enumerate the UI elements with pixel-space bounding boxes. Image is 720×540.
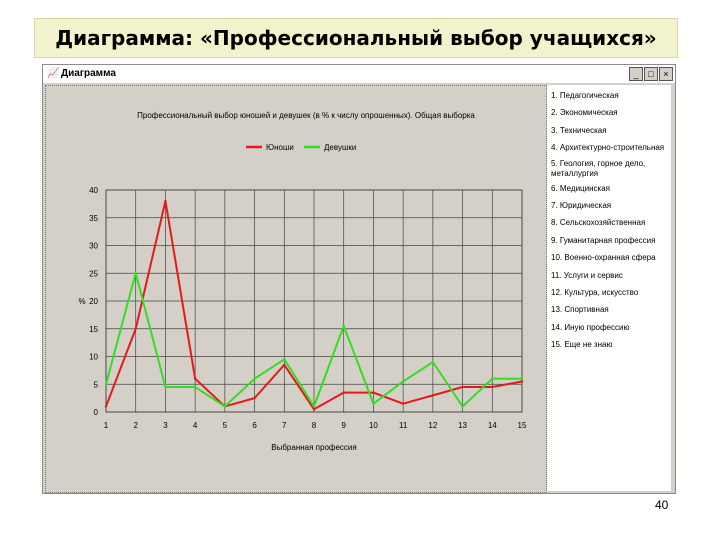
profession-item: 1. Педагогическая bbox=[551, 91, 619, 100]
y-tick-label: 15 bbox=[89, 325, 98, 334]
data-point bbox=[312, 405, 316, 408]
data-point bbox=[431, 360, 435, 364]
chart-window: 📈 Диаграмма _ □ × 0 5 10 15 20 25 30 35 40 1 2 3 4 5 6… bbox=[42, 64, 676, 494]
data-point bbox=[164, 199, 167, 203]
y-tick-label: 25 bbox=[89, 269, 98, 278]
data-point bbox=[312, 408, 316, 411]
data-point bbox=[253, 377, 256, 380]
close-button[interactable]: × bbox=[659, 67, 673, 81]
x-tick-label: 1 bbox=[104, 421, 109, 430]
data-point bbox=[193, 377, 197, 380]
data-point bbox=[372, 391, 375, 394]
x-tick-label: 11 bbox=[399, 421, 408, 430]
profession-item: 4. Архитектурно-строительная bbox=[551, 143, 665, 153]
profession-item: 2. Экономическая bbox=[551, 108, 618, 118]
legend-label: Юноши bbox=[266, 143, 294, 152]
data-point bbox=[431, 394, 435, 397]
profession-item: 7. Юридическая bbox=[551, 201, 612, 211]
profession-item: 12. Культура, искусство bbox=[551, 288, 639, 298]
data-point bbox=[134, 272, 137, 275]
page-number: 40 bbox=[655, 498, 669, 512]
profession-list-panel: 1. Педагогическая 2. Экономическая 3. Те… bbox=[547, 85, 671, 491]
profession-item: 3. Техническая bbox=[551, 125, 607, 135]
x-tick-label: 8 bbox=[312, 421, 317, 430]
data-point bbox=[104, 383, 108, 386]
data-point bbox=[164, 385, 167, 389]
y-tick-label: 30 bbox=[89, 242, 98, 251]
data-point bbox=[283, 358, 286, 361]
maximize-button[interactable]: □ bbox=[644, 67, 658, 81]
window-title: Диаграмма bbox=[61, 68, 116, 79]
x-axis-label: Выбранная профессия bbox=[271, 443, 356, 452]
profession-list: 1. Педагогическая 2. Экономическая 3. Те… bbox=[551, 87, 671, 354]
chart-window-icon: 📈 bbox=[47, 68, 60, 79]
profession-item: 5. Геология, горное дело, металлургия bbox=[551, 158, 646, 178]
y-tick-label: 5 bbox=[94, 380, 99, 389]
chart-title: Профессиональный выбор юношей и девушек … bbox=[137, 111, 475, 120]
x-tick-label: 10 bbox=[369, 421, 378, 430]
data-point bbox=[134, 327, 137, 330]
profession-item: 13. Спортивная bbox=[551, 305, 609, 315]
y-tick-label: 35 bbox=[89, 214, 98, 223]
data-point bbox=[461, 405, 464, 408]
x-tick-label: 7 bbox=[282, 421, 287, 430]
x-tick-label: 4 bbox=[193, 421, 198, 430]
x-tick-label: 6 bbox=[252, 421, 257, 430]
x-tick-label: 3 bbox=[163, 421, 168, 430]
x-tick-label: 2 bbox=[133, 421, 138, 430]
legend-label: Девушки bbox=[324, 143, 356, 152]
data-point bbox=[104, 405, 108, 408]
x-tick-label: 14 bbox=[488, 421, 497, 430]
y-tick-label: 0 bbox=[94, 408, 99, 417]
profession-item: 8. Сельскохозяйственная bbox=[551, 218, 646, 228]
data-point bbox=[461, 385, 464, 389]
data-point bbox=[253, 396, 256, 400]
y-tick-label: 20 bbox=[89, 297, 98, 306]
profession-item: 6. Медицинская bbox=[551, 183, 610, 193]
profession-item: 10. Военно-охранная сфера bbox=[551, 253, 656, 263]
x-tick-label: 15 bbox=[518, 421, 527, 430]
profession-item: 15. Еще не знаю bbox=[551, 340, 613, 350]
chart-area: 0 5 10 15 20 25 30 35 40 1 2 3 4 5 6 7 8 9 10 11 12 13 14 15 Про… bbox=[45, 85, 547, 493]
minimize-button[interactable]: _ bbox=[629, 67, 643, 81]
profession-item: 11. Услуги и сервис bbox=[551, 270, 623, 280]
window-controls: _ □ × bbox=[629, 67, 673, 81]
profession-item: 14. Иную профессию bbox=[551, 322, 630, 332]
x-tick-label: 12 bbox=[428, 421, 437, 430]
window-titlebar[interactable]: 📈 Диаграмма _ □ × bbox=[43, 65, 675, 83]
y-tick-label: 10 bbox=[89, 353, 98, 362]
data-point bbox=[401, 380, 405, 383]
slide-title: Диаграмма: «Профессиональный выбор учащи… bbox=[34, 18, 678, 58]
data-point bbox=[520, 377, 524, 380]
data-point bbox=[342, 324, 345, 328]
data-point bbox=[491, 385, 494, 389]
data-point bbox=[372, 402, 375, 405]
data-point bbox=[283, 363, 286, 367]
y-tick-label: 40 bbox=[89, 186, 98, 195]
x-tick-label: 13 bbox=[458, 421, 467, 430]
data-point bbox=[342, 391, 345, 394]
data-point bbox=[491, 377, 494, 380]
data-point bbox=[193, 385, 197, 389]
y-axis-label: % bbox=[78, 297, 85, 306]
profession-item: 9. Гуманитарная профессия bbox=[551, 235, 656, 245]
data-point bbox=[520, 380, 524, 383]
data-point bbox=[223, 405, 227, 408]
data-point bbox=[401, 402, 405, 405]
x-tick-label: 5 bbox=[223, 421, 228, 430]
x-tick-label: 9 bbox=[341, 421, 346, 430]
